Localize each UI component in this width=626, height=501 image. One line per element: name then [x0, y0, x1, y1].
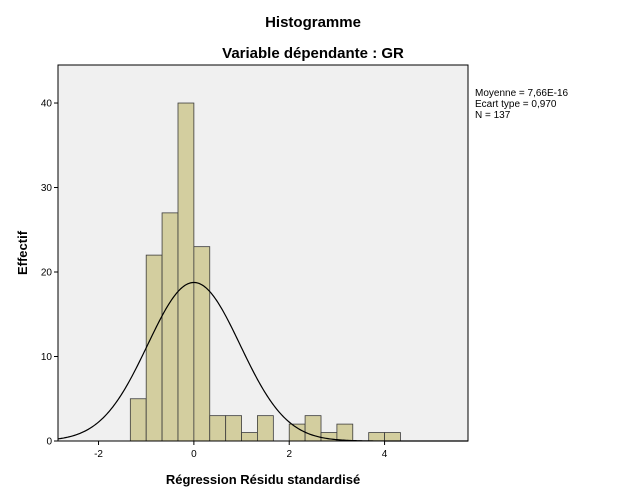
- x-tick-label: 4: [382, 449, 388, 460]
- histogram-bar-3: [177, 102, 195, 442]
- x-tick-label: 0: [191, 449, 197, 460]
- y-tick-label: 30: [41, 183, 53, 194]
- bars-group: [129, 102, 401, 442]
- histogram-bar-13: [336, 423, 354, 442]
- histogram-bar-16: [384, 432, 401, 442]
- y-axis-label: Effectif: [15, 230, 30, 275]
- histogram-bar-4: [193, 246, 211, 442]
- histogram-bar-6: [225, 415, 242, 442]
- y-tick-label: 40: [41, 99, 53, 110]
- histogram-bar-15: [368, 432, 385, 442]
- plot-frame: [57, 64, 469, 442]
- x-tick-label: -2: [94, 449, 103, 460]
- y-tick-label: 0: [46, 437, 52, 448]
- chart-title: Histogramme: [265, 14, 361, 31]
- x-tick-label: 2: [286, 449, 292, 460]
- chart-subtitle: Variable dépendante : GR: [222, 45, 404, 62]
- histogram-bar-10: [288, 423, 306, 442]
- stats-n: N = 137: [475, 110, 511, 121]
- x-axis-label: Régression Résidu standardisé: [166, 472, 360, 487]
- histogram-bar-5: [209, 415, 227, 442]
- histogram-bar-2: [161, 212, 179, 442]
- histogram-bar-0: [129, 398, 147, 442]
- histogram-bar-1: [145, 254, 163, 442]
- y-tick-label: 10: [41, 352, 53, 363]
- histogram-bar-7: [241, 432, 258, 442]
- histogram-bar-8: [257, 415, 274, 442]
- plot-area: [58, 65, 468, 441]
- stats-sd: Ecart type = 0,970: [475, 99, 557, 110]
- stats-mean: Moyenne = 7,66E-16: [475, 88, 569, 99]
- y-tick-label: 20: [41, 268, 53, 279]
